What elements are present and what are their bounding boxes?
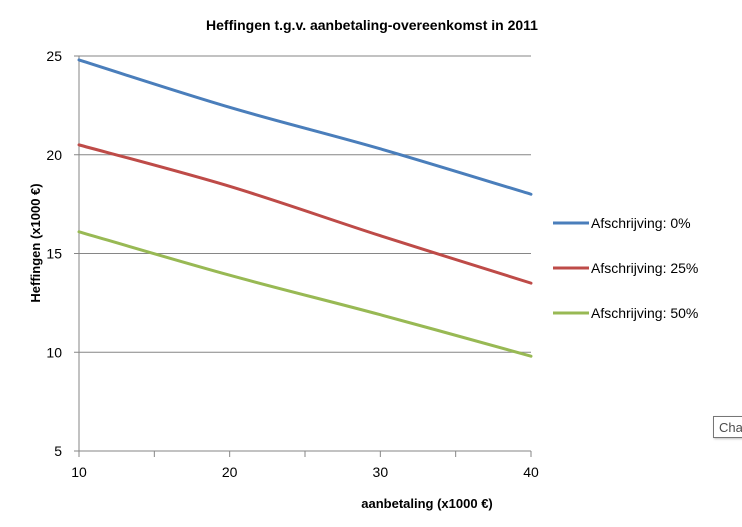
x-tick-label: 10 [71,464,87,480]
y-axis-label: Heffingen (x1000 €) [28,183,43,302]
legend-label-2: Afschrijving: 25% [591,260,698,276]
y-tick-label: 20 [46,147,62,163]
chart-tooltip: Cha [713,416,742,438]
x-tick-label: 20 [222,464,238,480]
tick-labels: 5 10 15 20 25 10 20 30 40 [46,48,539,480]
series-lines [77,58,533,358]
y-tick-label: 25 [46,48,62,64]
legend: Afschrijving: 0% Afschrijving: 25% Afschri… [553,215,698,321]
series-line-1 [77,58,533,196]
series-line-3 [77,230,533,358]
gridlines [79,55,531,353]
legend-label-1: Afschrijving: 0% [591,215,691,231]
y-tick-label: 15 [46,246,62,262]
axes [74,55,532,457]
x-axis-label: aanbetaling (x1000 €) [361,496,493,511]
y-tick-label: 5 [54,443,62,459]
y-tick-label: 10 [46,344,62,360]
x-tick-label: 30 [373,464,389,480]
legend-label-3: Afschrijving: 50% [591,305,698,321]
series-line-2 [77,143,533,285]
chart-title: Heffingen t.g.v. aanbetaling-overeenkoms… [206,17,538,33]
x-tick-label: 40 [523,464,539,480]
